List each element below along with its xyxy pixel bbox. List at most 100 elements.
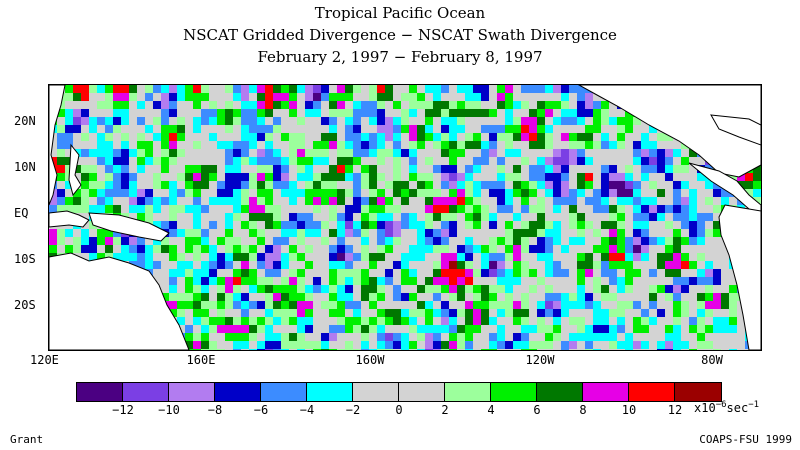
divergence-cell <box>313 125 322 134</box>
divergence-cell <box>321 133 330 142</box>
divergence-cell <box>409 109 418 118</box>
divergence-cell <box>385 261 394 270</box>
divergence-cell <box>105 205 114 214</box>
divergence-cell <box>385 333 394 342</box>
divergence-cell <box>185 253 194 262</box>
divergence-cell <box>249 93 258 102</box>
divergence-cell <box>705 197 714 206</box>
divergence-cell <box>337 109 346 118</box>
divergence-cell <box>185 229 194 238</box>
divergence-cell <box>409 253 418 262</box>
divergence-cell <box>369 349 378 350</box>
divergence-cell <box>361 181 370 190</box>
divergence-cell <box>657 301 666 310</box>
divergence-cell <box>489 253 498 262</box>
divergence-cell <box>297 301 306 310</box>
divergence-cell <box>217 101 226 110</box>
divergence-cell <box>265 165 274 174</box>
divergence-cell <box>305 109 314 118</box>
divergence-cell <box>321 221 330 230</box>
divergence-cell <box>193 317 202 326</box>
divergence-cell <box>345 333 354 342</box>
divergence-cell <box>233 117 242 126</box>
divergence-cell <box>385 341 394 350</box>
divergence-cell <box>345 245 354 254</box>
divergence-cell <box>633 149 642 158</box>
divergence-cell <box>513 93 522 102</box>
divergence-cell <box>185 85 194 94</box>
divergence-cell <box>401 85 410 94</box>
divergence-cell <box>713 237 722 246</box>
divergence-cell <box>569 133 578 142</box>
divergence-cell <box>369 245 378 254</box>
divergence-cell <box>489 301 498 310</box>
divergence-cell <box>281 149 290 158</box>
divergence-cell <box>305 133 314 142</box>
divergence-cell <box>681 189 690 198</box>
divergence-cell <box>537 269 546 278</box>
divergence-cell <box>465 221 474 230</box>
divergence-cell <box>617 261 626 270</box>
divergence-cell <box>129 197 138 206</box>
divergence-cell <box>577 333 586 342</box>
divergence-cell <box>481 85 490 94</box>
divergence-cell <box>481 213 490 222</box>
divergence-cell <box>625 197 634 206</box>
divergence-cell <box>281 181 290 190</box>
divergence-cell <box>473 133 482 142</box>
divergence-cell <box>457 213 466 222</box>
divergence-cell <box>249 349 258 350</box>
divergence-cell <box>537 229 546 238</box>
divergence-cell <box>497 261 506 270</box>
divergence-cell <box>505 197 514 206</box>
divergence-cell <box>697 189 706 198</box>
divergence-cell <box>441 173 450 182</box>
divergence-cell <box>505 101 514 110</box>
divergence-cell <box>201 85 210 94</box>
divergence-cell <box>409 349 418 350</box>
divergence-cell <box>457 261 466 270</box>
divergence-cell <box>665 245 674 254</box>
divergence-cell <box>513 269 522 278</box>
divergence-cell <box>649 325 658 334</box>
divergence-cell <box>273 189 282 198</box>
divergence-cell <box>705 253 714 262</box>
divergence-cell <box>465 117 474 126</box>
divergence-cell <box>673 341 682 350</box>
divergence-cell <box>497 285 506 294</box>
divergence-cell <box>49 197 58 206</box>
divergence-cell <box>601 221 610 230</box>
divergence-cell <box>209 221 218 230</box>
divergence-cell <box>129 101 138 110</box>
divergence-cell <box>225 165 234 174</box>
divergence-cell <box>329 165 338 174</box>
divergence-cell <box>425 189 434 198</box>
divergence-cell <box>257 85 266 94</box>
divergence-cell <box>425 349 434 350</box>
divergence-cell <box>513 261 522 270</box>
divergence-cell <box>145 149 154 158</box>
divergence-cell <box>89 245 98 254</box>
divergence-cell <box>641 341 650 350</box>
divergence-cell <box>593 341 602 350</box>
divergence-cell <box>465 301 474 310</box>
divergence-cell <box>225 285 234 294</box>
divergence-cell <box>353 85 362 94</box>
divergence-cell <box>537 181 546 190</box>
divergence-cell <box>97 157 106 166</box>
divergence-cell <box>81 93 90 102</box>
divergence-cell <box>345 133 354 142</box>
divergence-cell <box>225 205 234 214</box>
divergence-cell <box>161 277 170 286</box>
divergence-cell <box>529 341 538 350</box>
divergence-cell <box>257 277 266 286</box>
divergence-cell <box>145 173 154 182</box>
divergence-cell <box>577 221 586 230</box>
divergence-cell <box>401 141 410 150</box>
divergence-cell <box>489 85 498 94</box>
divergence-cell <box>353 301 362 310</box>
divergence-cell <box>257 261 266 270</box>
divergence-cell <box>113 165 122 174</box>
divergence-cell <box>545 149 554 158</box>
divergence-cell <box>521 109 530 118</box>
